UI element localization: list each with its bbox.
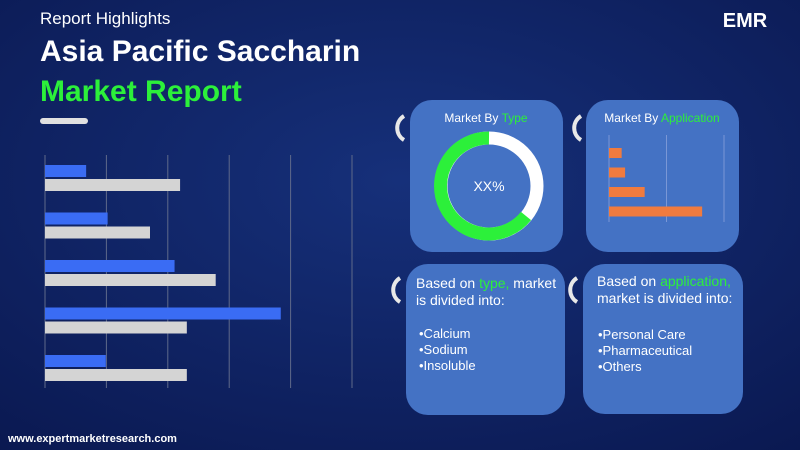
bar [45, 226, 150, 239]
ring-arc [434, 131, 532, 241]
list-item: •Pharmaceutical [598, 343, 692, 358]
bar [45, 307, 281, 320]
title: Asia Pacific Saccharin [40, 35, 360, 68]
bar [45, 212, 108, 225]
logo: EMR [723, 10, 768, 32]
list-item: •Insoluble [419, 358, 476, 373]
list-item: •Sodium [419, 342, 468, 357]
list-item: •Personal Care [598, 327, 686, 342]
footer: www.expertmarketresearch.com [7, 433, 177, 445]
bar [609, 167, 626, 178]
type-box-line: is divided into: [416, 292, 505, 308]
type-panel-title: Market By Type [444, 111, 527, 125]
bar [609, 148, 622, 158]
application-box-line: Based on application, [597, 273, 731, 289]
title-highlight: Market Report [40, 75, 242, 108]
bar [45, 321, 187, 334]
list-item: •Others [598, 359, 642, 374]
subtitle: Report Highlights [40, 9, 170, 28]
bar [45, 369, 187, 381]
bar [45, 179, 181, 191]
ring-label: XX% [473, 178, 504, 194]
bar [45, 260, 175, 272]
arrow [391, 276, 402, 304]
application-box-line: market is divided into: [597, 290, 732, 306]
type-box-line: Based on type, market [416, 275, 556, 291]
bar [609, 206, 703, 217]
application-box [583, 264, 743, 414]
arrow [568, 276, 579, 304]
bar [45, 165, 87, 177]
title-underline [40, 118, 88, 124]
arrow [572, 114, 583, 142]
arrow [395, 114, 406, 142]
bar [609, 187, 645, 197]
bar [45, 274, 216, 286]
list-item: •Calcium [419, 326, 471, 341]
application-panel-title: Market By Application [604, 111, 719, 125]
type-box [406, 264, 565, 415]
bar [45, 355, 106, 367]
